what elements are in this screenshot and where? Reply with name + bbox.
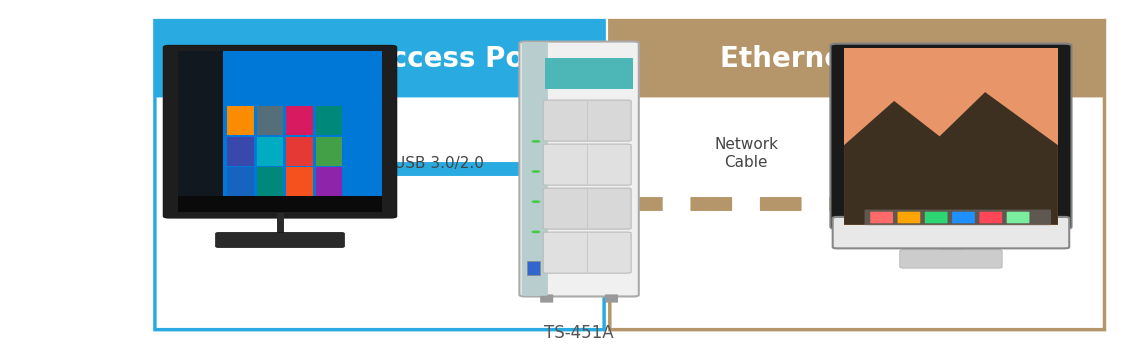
FancyBboxPatch shape xyxy=(227,137,253,166)
FancyBboxPatch shape xyxy=(256,137,283,166)
FancyBboxPatch shape xyxy=(286,106,312,135)
FancyBboxPatch shape xyxy=(316,106,342,135)
FancyBboxPatch shape xyxy=(155,67,604,98)
Circle shape xyxy=(531,170,540,173)
FancyBboxPatch shape xyxy=(527,261,540,275)
FancyBboxPatch shape xyxy=(227,167,253,196)
FancyBboxPatch shape xyxy=(544,188,632,229)
Circle shape xyxy=(531,200,540,203)
FancyBboxPatch shape xyxy=(605,294,618,303)
Circle shape xyxy=(531,140,540,143)
Text: USB 3.0/2.0: USB 3.0/2.0 xyxy=(394,156,484,171)
FancyBboxPatch shape xyxy=(286,167,312,196)
FancyBboxPatch shape xyxy=(610,67,1105,98)
FancyBboxPatch shape xyxy=(540,294,553,303)
FancyBboxPatch shape xyxy=(610,21,1105,98)
FancyBboxPatch shape xyxy=(178,51,382,212)
Text: TS-451A: TS-451A xyxy=(544,324,614,342)
FancyBboxPatch shape xyxy=(830,44,1072,229)
FancyBboxPatch shape xyxy=(925,212,947,223)
Text: USB QuickAccess Port: USB QuickAccess Port xyxy=(207,45,552,73)
FancyBboxPatch shape xyxy=(256,106,283,135)
FancyBboxPatch shape xyxy=(832,217,1069,249)
FancyBboxPatch shape xyxy=(952,212,975,223)
FancyBboxPatch shape xyxy=(610,21,1105,330)
FancyBboxPatch shape xyxy=(223,51,382,212)
FancyBboxPatch shape xyxy=(844,48,1058,225)
FancyBboxPatch shape xyxy=(178,51,223,212)
FancyBboxPatch shape xyxy=(520,42,638,296)
FancyBboxPatch shape xyxy=(844,48,1058,145)
FancyBboxPatch shape xyxy=(256,167,283,196)
FancyBboxPatch shape xyxy=(316,137,342,166)
FancyBboxPatch shape xyxy=(544,144,632,185)
FancyBboxPatch shape xyxy=(1007,212,1029,223)
FancyBboxPatch shape xyxy=(544,100,632,141)
FancyBboxPatch shape xyxy=(864,209,1051,225)
FancyBboxPatch shape xyxy=(286,137,312,166)
FancyBboxPatch shape xyxy=(899,250,1002,268)
FancyBboxPatch shape xyxy=(178,196,382,212)
FancyBboxPatch shape xyxy=(522,42,548,296)
Text: Network
Cable: Network Cable xyxy=(715,137,779,170)
Text: Ethernet network: Ethernet network xyxy=(719,45,994,73)
FancyBboxPatch shape xyxy=(163,45,397,218)
Circle shape xyxy=(531,231,540,233)
FancyBboxPatch shape xyxy=(897,212,920,223)
FancyBboxPatch shape xyxy=(979,212,1002,223)
Polygon shape xyxy=(844,92,1058,225)
FancyBboxPatch shape xyxy=(939,241,962,258)
FancyBboxPatch shape xyxy=(870,212,893,223)
FancyBboxPatch shape xyxy=(316,167,342,196)
FancyBboxPatch shape xyxy=(545,58,633,89)
FancyBboxPatch shape xyxy=(155,21,604,98)
FancyBboxPatch shape xyxy=(155,21,604,330)
FancyBboxPatch shape xyxy=(544,232,632,273)
FancyBboxPatch shape xyxy=(227,106,253,135)
FancyBboxPatch shape xyxy=(215,232,344,247)
